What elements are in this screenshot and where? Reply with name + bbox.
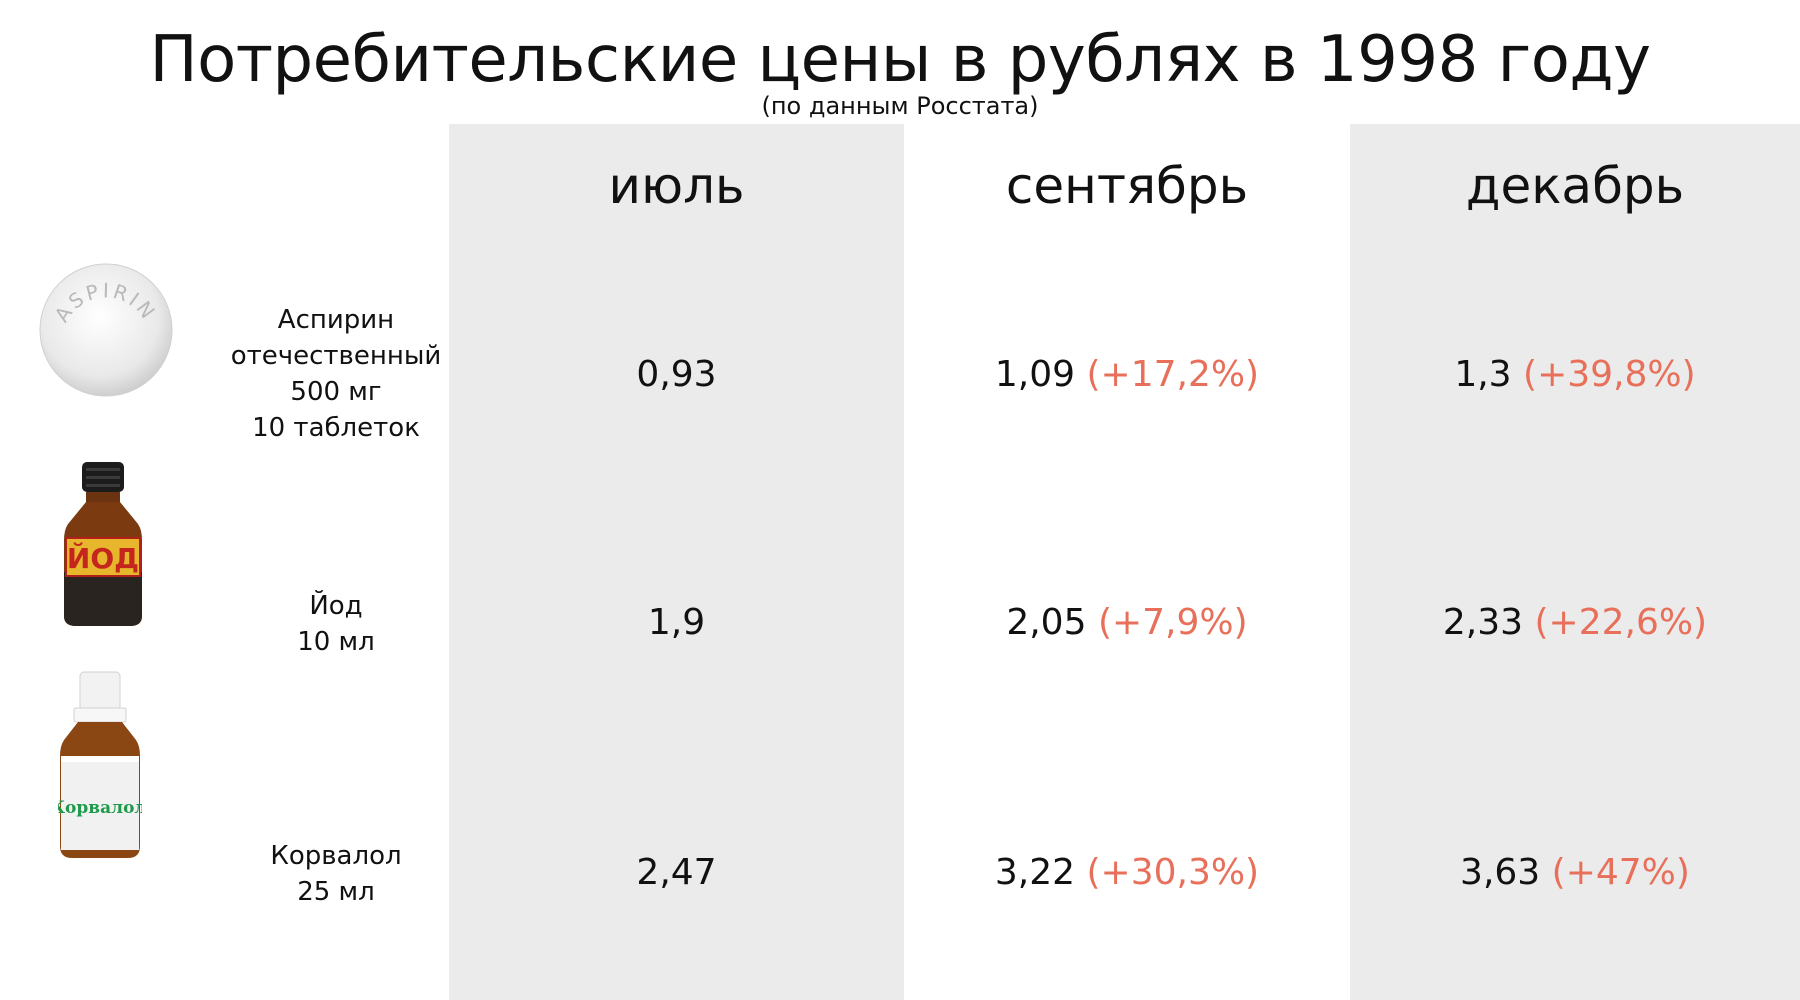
label-line: 10 таблеток bbox=[252, 413, 420, 443]
page-title: Потребительские цены в рублях в 1998 год… bbox=[149, 23, 1651, 97]
column-header-july: июль bbox=[608, 157, 745, 215]
price-cell: 1,3 (+39,8%) bbox=[1350, 351, 1800, 399]
label-line: Корвалол bbox=[270, 841, 402, 871]
price-value: 3,22 bbox=[994, 852, 1076, 893]
column-header-december: декабрь bbox=[1465, 157, 1685, 215]
price-value: 1,3 bbox=[1454, 354, 1512, 395]
iodine-bottle-label: ЙОД bbox=[67, 541, 139, 575]
item-label-aspirin: Аспирин отечественный 500 мг 10 таблеток bbox=[220, 302, 452, 446]
price-cell: 1,9 bbox=[449, 599, 904, 647]
label-line: 25 мл bbox=[297, 877, 375, 907]
label-line: 500 мг bbox=[290, 377, 382, 407]
price-cell: 3,22 (+30,3%) bbox=[904, 849, 1350, 897]
corvalol-bottle-icon: Корвалол bbox=[58, 671, 142, 858]
price-change: (+7,9%) bbox=[1097, 602, 1248, 643]
label-line: 10 мл bbox=[297, 627, 375, 657]
column-shade-december bbox=[1350, 124, 1800, 1000]
price-change: (+47%) bbox=[1551, 852, 1690, 893]
price-cell: 0,93 bbox=[449, 351, 904, 399]
iodine-bottle-icon: ЙОД bbox=[64, 462, 142, 626]
price-cell: 2,47 bbox=[449, 849, 904, 897]
label-line: Аспирин bbox=[277, 305, 395, 335]
price-change: (+17,2%) bbox=[1086, 354, 1260, 395]
price-value: 3,63 bbox=[1460, 852, 1541, 893]
price-value: 2,47 bbox=[636, 852, 717, 893]
price-cell: 1,09 (+17,2%) bbox=[904, 351, 1350, 399]
price-value: 1,09 bbox=[994, 354, 1076, 395]
price-change: (+30,3%) bbox=[1086, 852, 1260, 893]
page-subtitle: (по данным Росстата) bbox=[761, 92, 1039, 120]
label-line: Йод bbox=[309, 591, 363, 621]
price-cell: 2,05 (+7,9%) bbox=[904, 599, 1350, 647]
price-value: 0,93 bbox=[636, 354, 717, 395]
price-value: 1,9 bbox=[647, 602, 706, 643]
corvalol-bottle-label: Корвалол bbox=[58, 798, 142, 818]
price-cell: 2,33 (+22,6%) bbox=[1350, 599, 1800, 647]
price-cell: 3,63 (+47%) bbox=[1350, 849, 1800, 897]
column-header-september: сентябрь bbox=[1005, 157, 1249, 215]
price-value: 2,05 bbox=[1006, 602, 1087, 643]
price-change: (+22,6%) bbox=[1534, 602, 1708, 643]
column-shade-july bbox=[449, 124, 904, 1000]
aspirin-tablet-icon: ASPIRIN bbox=[39, 263, 173, 397]
item-label-iodine: Йод 10 мл bbox=[220, 588, 452, 660]
price-value: 2,33 bbox=[1442, 602, 1524, 643]
item-label-corvalol: Корвалол 25 мл bbox=[220, 838, 452, 910]
price-change: (+39,8%) bbox=[1523, 354, 1696, 395]
label-line: отечественный bbox=[230, 341, 442, 371]
